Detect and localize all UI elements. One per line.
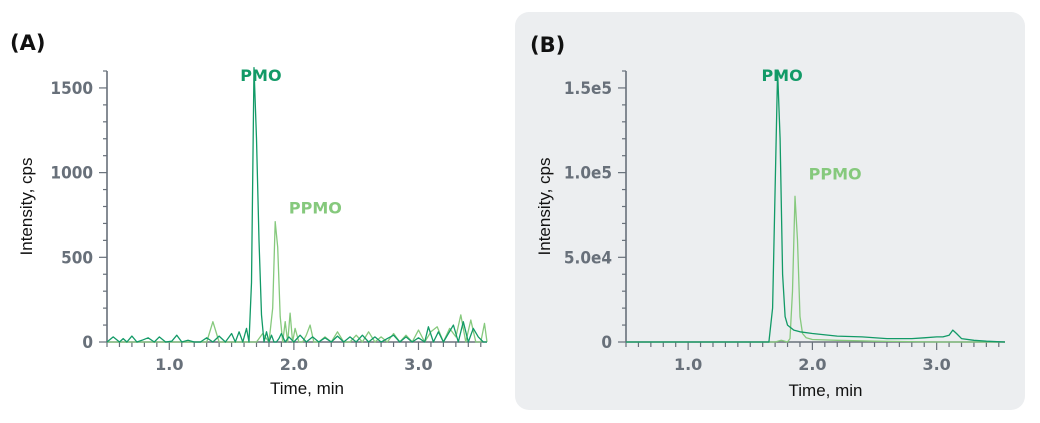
panel-a-x-tick-label: 1.0 xyxy=(155,355,183,374)
panel-a-x-tick-label: 2.0 xyxy=(280,355,308,374)
panel-a-x-tick-label: 3.0 xyxy=(404,355,432,374)
panel-b-series-ppmo xyxy=(626,195,1005,343)
panel-b-x-tick-label: 1.0 xyxy=(674,355,702,374)
panel-a-series-ppmo xyxy=(107,221,488,343)
panel-a-series-pmo xyxy=(106,66,487,343)
panel-a-annotation-pmo: PMO xyxy=(240,66,281,85)
panel-a-y-tick-label: 0 xyxy=(82,333,93,353)
panel-a-x-axis-label: Time, min xyxy=(270,379,344,398)
panel-b-background xyxy=(515,12,1025,410)
panel-b-y-axis-label: Intensity, cps xyxy=(535,158,554,256)
panel-b-x-tick-label: 2.0 xyxy=(798,355,826,374)
panel-b-y-tick-label: 5.0e4 xyxy=(564,248,612,268)
panel-a-chart: (A) 0 500 1000 1500 1.0 2.0 3.0 Time, min Intensi… xyxy=(10,31,488,398)
panel-a-annotation-ppmo: PPMO xyxy=(289,198,342,217)
panel-b-x-axis-label: Time, min xyxy=(789,381,863,400)
panel-b-annotation-pmo: PMO xyxy=(761,66,802,85)
panel-a-y-tick-label: 500 xyxy=(61,248,93,268)
panel-b-x-tick-label: 3.0 xyxy=(922,355,950,374)
panel-a-y-axis-label: Intensity, cps xyxy=(17,158,36,256)
panel-b-annotation-ppmo: PPMO xyxy=(809,164,862,183)
panel-a-label: (A) xyxy=(10,31,45,55)
panel-b-y-tick-label: 0 xyxy=(601,333,612,353)
panel-b-y-tick-label: 1.5e5 xyxy=(564,79,612,99)
panel-b-chart: (B) 0 5.0e4 1.0e5 1.5e5 1.0 2.0 3.0 Time, min Int… xyxy=(530,33,1006,400)
panel-a-y-tick-label: 1500 xyxy=(50,79,93,99)
panel-a-y-tick-label: 1000 xyxy=(50,164,93,184)
panel-b-series-pmo xyxy=(626,70,1006,343)
panel-b-y-tick-label: 1.0e5 xyxy=(564,164,612,184)
panel-b-label: (B) xyxy=(530,33,565,57)
